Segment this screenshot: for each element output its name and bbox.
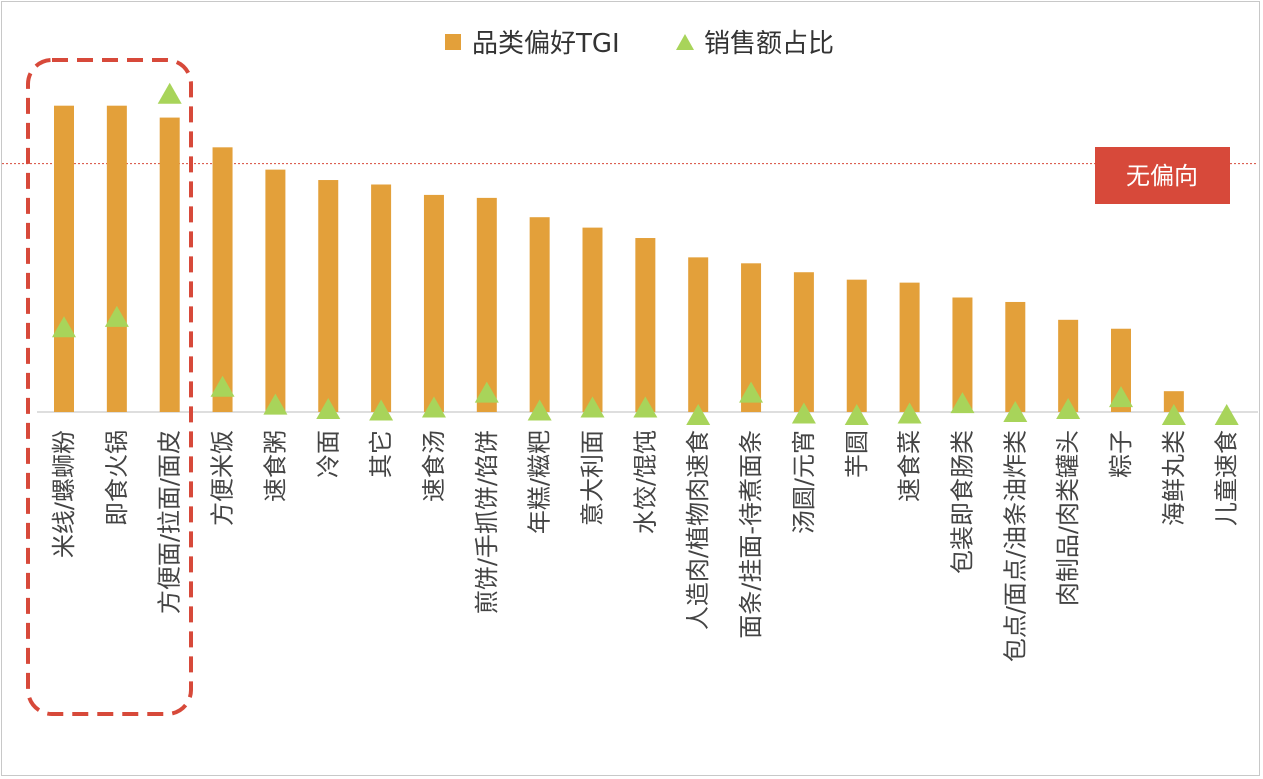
sales-share-marker	[263, 393, 288, 415]
category-label: 儿童速食	[1213, 430, 1241, 526]
tgi-bar	[688, 257, 709, 412]
sales-share-marker	[527, 399, 552, 421]
tgi-bar	[635, 238, 656, 412]
tgi-bar	[529, 217, 550, 412]
category-label: 煎饼/手抓饼/馅饼	[473, 430, 501, 614]
category-label: 年糕/糍粑	[526, 430, 554, 534]
tgi-bar	[159, 117, 180, 412]
sales-share-marker	[1214, 403, 1239, 425]
sales-share-marker	[791, 402, 816, 424]
tgi-bar	[793, 272, 814, 412]
sales-share-marker	[210, 375, 235, 397]
highlight-group-box	[26, 58, 193, 716]
sales-share-marker	[580, 396, 605, 418]
sales-share-marker	[897, 402, 922, 424]
category-label: 其它	[367, 430, 395, 478]
tgi-bar	[846, 279, 867, 412]
category-label: 方便米饭	[209, 430, 237, 526]
tgi-bar	[318, 180, 339, 412]
legend-swatch-tgi	[445, 34, 461, 50]
sales-share-marker	[739, 381, 764, 403]
category-label: 即食火锅	[103, 430, 131, 526]
tgi-bar	[54, 105, 74, 413]
tgi-bar	[423, 194, 444, 412]
tgi-bar	[371, 184, 392, 412]
category-labels: 米线/螺蛳粉 即食火锅 方便面/拉面/面皮 方便米饭 速食粥 冷面 其它 速食汤 煎饼/手抓饼/…	[50, 430, 1241, 662]
category-label: 汤圆/元宵	[790, 430, 818, 534]
tgi-bar	[212, 147, 233, 413]
category-label: 米线/螺蛳粉	[50, 430, 78, 558]
sales-share-marker	[950, 392, 975, 414]
category-label: 速食粥	[261, 430, 289, 502]
legend-label-tgi: 品类偏好TGI	[472, 29, 620, 59]
sales-share-marker	[844, 403, 869, 425]
category-label: 粽子	[1107, 430, 1135, 478]
tgi-bar	[952, 297, 973, 412]
category-label: 肉制品/肉类罐头	[1054, 430, 1082, 606]
tgi-bar	[265, 169, 286, 412]
category-label: 速食菜	[896, 430, 924, 502]
tgi-bar	[1005, 301, 1026, 412]
category-label: 意大利面	[579, 430, 607, 526]
legend-swatch-sales-share	[676, 34, 694, 50]
tgi-bar	[582, 227, 603, 412]
no-bias-label-box	[1095, 147, 1230, 204]
tgi-bars	[54, 105, 1184, 413]
tgi-bar	[476, 197, 497, 412]
tgi-bar	[899, 282, 920, 412]
category-label: 方便面/拉面/面皮	[156, 430, 184, 614]
sales-share-marker	[157, 82, 182, 104]
sales-share-marker	[633, 396, 658, 418]
category-label: 海鲜丸类	[1160, 430, 1188, 526]
sales-share-marker	[316, 398, 341, 420]
sales-share-marker	[1056, 398, 1081, 420]
category-label: 水饺/馄饨	[631, 430, 659, 534]
category-label: 面条/挂面-待煮面条	[737, 430, 765, 639]
sales-share-marker	[1003, 401, 1028, 422]
chart-legend: 品类偏好TGI 销售额占比	[445, 29, 834, 59]
sales-share-marker	[369, 399, 394, 421]
sales-share-marker	[686, 403, 711, 425]
tgi-bar	[1111, 328, 1131, 412]
category-label: 人造肉/植物肉速食	[684, 430, 712, 630]
no-bias-label: 无偏向	[1126, 162, 1198, 190]
sales-share-marker	[1109, 386, 1133, 408]
sales-share-marker	[421, 396, 446, 418]
sales-share-marker	[104, 305, 129, 327]
category-label: 包点/面点/油条油炸类	[1001, 430, 1029, 662]
category-label: 冷面	[314, 430, 342, 478]
category-label: 芋圆	[843, 430, 871, 478]
category-label: 速食汤	[420, 430, 448, 502]
category-label: 包装即食肠类	[948, 430, 976, 574]
legend-label-sales-share: 销售额占比	[704, 29, 834, 59]
tgi-bar	[106, 105, 127, 413]
tgi-bar	[741, 263, 762, 412]
tgi-bar	[1058, 319, 1079, 412]
sales-share-marker	[52, 316, 76, 338]
sales-share-marker	[1161, 403, 1186, 425]
sales-share-marker	[474, 381, 499, 403]
sales-share-markers	[52, 82, 1239, 425]
tgi-bar	[1163, 391, 1184, 412]
